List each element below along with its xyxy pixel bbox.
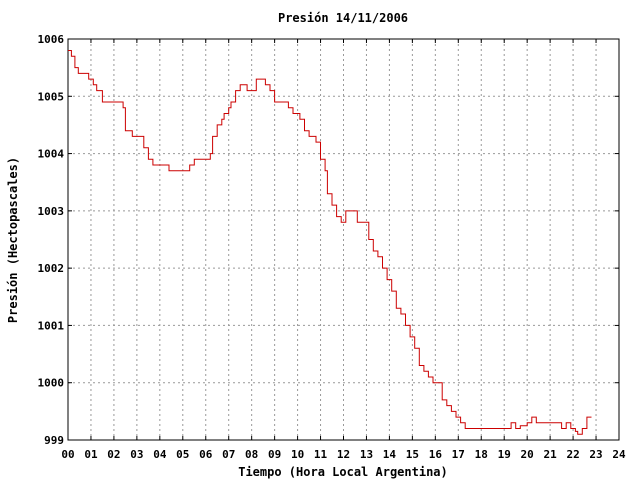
y-axis-label: Presión (Hectopascales) <box>6 157 20 323</box>
y-axis-ticks: 999 1000 1001 1002 1003 1004 1005 1006 <box>38 33 619 447</box>
pressure-series-line <box>68 50 592 435</box>
x-tick-label: 21 <box>544 448 558 461</box>
x-tick-label: 20 <box>521 448 534 461</box>
x-tick-label: 07 <box>222 448 235 461</box>
x-tick-label: 01 <box>84 448 98 461</box>
y-tick-label: 999 <box>44 434 64 447</box>
x-tick-label: 03 <box>130 448 143 461</box>
x-tick-label: 22 <box>566 448 579 461</box>
x-tick-label: 10 <box>291 448 304 461</box>
x-tick-label: 19 <box>498 448 511 461</box>
x-tick-label: 08 <box>245 448 258 461</box>
x-tick-label: 17 <box>452 448 465 461</box>
y-tick-label: 1004 <box>38 148 65 161</box>
x-tick-label: 18 <box>475 448 488 461</box>
x-tick-label: 15 <box>406 448 419 461</box>
x-tick-label: 16 <box>429 448 443 461</box>
x-tick-label: 05 <box>176 448 189 461</box>
y-tick-label: 1003 <box>38 205 65 218</box>
y-tick-label: 1000 <box>38 377 65 390</box>
chart-title: Presión 14/11/2006 <box>278 11 408 25</box>
grid-lines <box>68 39 619 440</box>
y-tick-label: 1001 <box>38 319 65 332</box>
x-tick-label: 12 <box>337 448 350 461</box>
x-tick-label: 06 <box>199 448 213 461</box>
y-tick-label: 1005 <box>38 90 65 103</box>
x-tick-label: 11 <box>314 448 328 461</box>
x-tick-label: 24 <box>612 448 626 461</box>
x-tick-label: 04 <box>153 448 167 461</box>
x-tick-label: 23 <box>589 448 602 461</box>
x-tick-label: 13 <box>360 448 373 461</box>
x-tick-label: 09 <box>268 448 281 461</box>
x-tick-label: 00 <box>61 448 74 461</box>
y-tick-label: 1006 <box>38 33 65 46</box>
x-tick-label: 14 <box>383 448 397 461</box>
y-tick-label: 1002 <box>38 262 65 275</box>
x-tick-label: 02 <box>107 448 120 461</box>
x-axis-ticks: 00 01 02 03 04 05 06 07 08 09 10 11 12 13 14 15 16 17 18 19… <box>61 39 626 461</box>
x-axis-label: Tiempo (Hora Local Argentina) <box>238 465 448 479</box>
